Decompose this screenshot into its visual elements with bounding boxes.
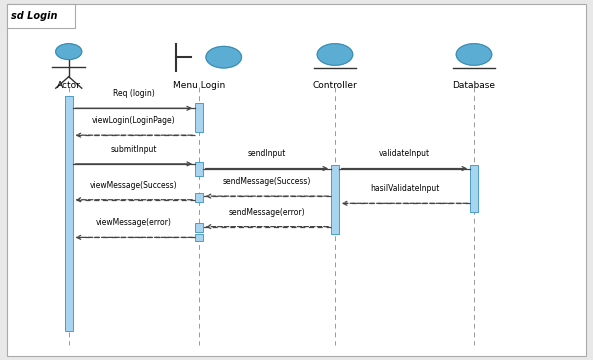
Text: Database: Database	[452, 81, 496, 90]
Text: sd Login: sd Login	[11, 11, 58, 21]
Bar	[195, 193, 203, 202]
Bar	[331, 165, 339, 234]
Circle shape	[317, 44, 353, 65]
Text: viewMessage(error): viewMessage(error)	[96, 218, 172, 227]
Bar	[195, 234, 203, 241]
Text: Menu Login: Menu Login	[173, 81, 225, 90]
Bar	[195, 103, 203, 132]
Bar	[7, 4, 75, 28]
Text: sendInput: sendInput	[248, 149, 286, 158]
Bar	[195, 223, 203, 232]
Text: sendMessage(Success): sendMessage(Success)	[223, 177, 311, 186]
Text: viewMessage(Success): viewMessage(Success)	[90, 181, 178, 190]
Text: submitInput: submitInput	[110, 145, 157, 154]
Circle shape	[206, 46, 241, 68]
Text: validateInput: validateInput	[379, 149, 430, 158]
Circle shape	[56, 44, 82, 59]
Text: Actor: Actor	[57, 81, 81, 90]
Bar	[65, 96, 72, 330]
Text: Controller: Controller	[313, 81, 358, 90]
Text: Req (login): Req (login)	[113, 89, 155, 98]
Text: hasilValidateInput: hasilValidateInput	[370, 184, 439, 193]
Bar	[470, 165, 478, 212]
Bar	[195, 162, 203, 176]
Text: viewLogin(LoginPage): viewLogin(LoginPage)	[92, 116, 176, 125]
Circle shape	[456, 44, 492, 65]
Text: sendMessage(error): sendMessage(error)	[229, 208, 305, 217]
